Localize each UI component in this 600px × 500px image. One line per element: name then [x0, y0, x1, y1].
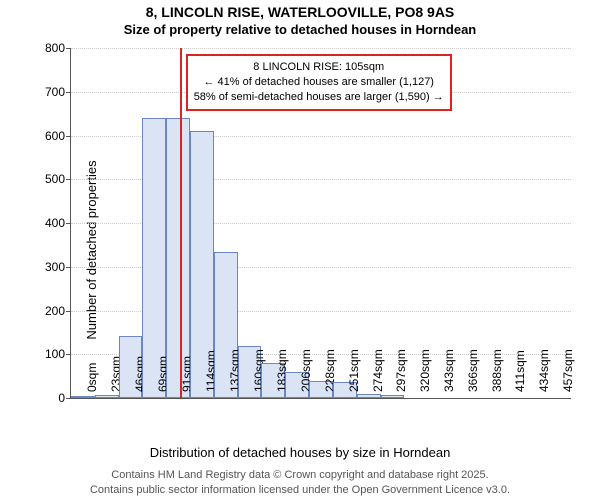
histogram-bar — [357, 394, 381, 398]
gridline — [71, 48, 571, 49]
x-tick-label: 366sqm — [466, 349, 480, 392]
footer-line-1: Contains HM Land Registry data © Crown c… — [0, 468, 600, 483]
x-tick-label: 274sqm — [371, 349, 385, 392]
x-tick-label: 320sqm — [418, 349, 432, 392]
chart-title: 8, LINCOLN RISE, WATERLOOVILLE, PO8 9AS — [0, 4, 600, 20]
x-tick-label: 411sqm — [513, 350, 527, 392]
footer-attribution: Contains HM Land Registry data © Crown c… — [0, 468, 600, 498]
footer-line-2: Contains public sector information licen… — [0, 483, 600, 498]
x-tick-label: 297sqm — [394, 349, 408, 392]
histogram-bar — [71, 396, 95, 398]
reference-marker-line — [180, 48, 182, 398]
x-tick-label: 343sqm — [442, 349, 456, 392]
reference-callout: 8 LINCOLN RISE: 105sqm← 41% of detached … — [186, 54, 452, 111]
x-tick-label: 251sqm — [347, 349, 361, 392]
callout-line: 8 LINCOLN RISE: 105sqm — [194, 60, 444, 75]
x-axis-label: Distribution of detached houses by size … — [0, 445, 600, 460]
x-tick-label: 434sqm — [537, 349, 551, 392]
callout-line: ← 41% of detached houses are smaller (1,… — [194, 75, 444, 90]
callout-line: 58% of semi-detached houses are larger (… — [194, 90, 444, 105]
x-tick-label: 457sqm — [561, 349, 575, 392]
histogram-bar — [381, 395, 405, 399]
x-tick-label: 0sqm — [85, 363, 99, 392]
chart-plot-area: 01002003004005006007008000sqm23sqm46sqm6… — [70, 48, 571, 399]
histogram-bar — [95, 395, 119, 399]
chart-subtitle: Size of property relative to detached ho… — [0, 22, 600, 37]
x-tick-label: 388sqm — [490, 349, 504, 392]
